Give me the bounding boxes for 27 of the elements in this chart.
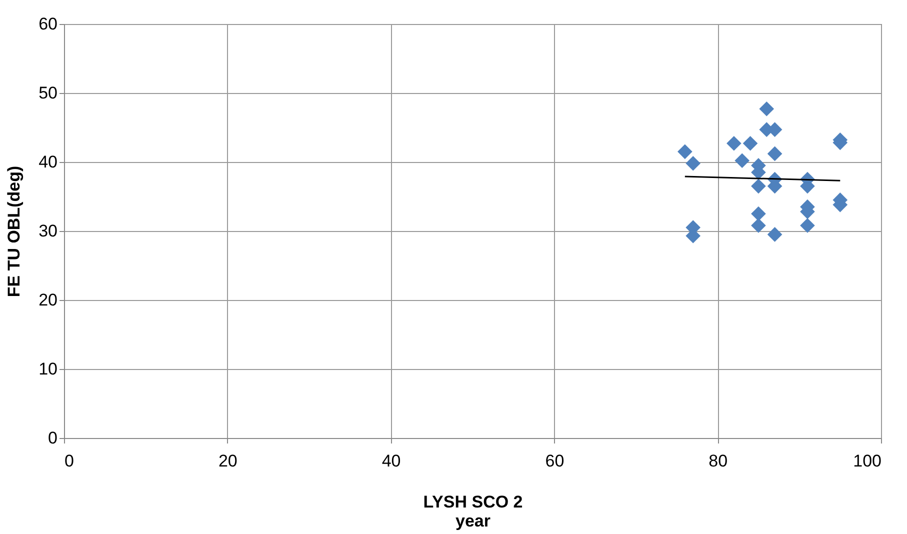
x-tick-label: 80 xyxy=(708,452,728,470)
x-tick-label: 60 xyxy=(545,452,564,470)
point xyxy=(751,218,766,233)
y-axis-title: FE TU OBL(deg) xyxy=(4,166,24,298)
point xyxy=(726,136,742,151)
point xyxy=(678,144,692,160)
y-tick-label: 20 xyxy=(38,290,58,310)
x-tick-label: 20 xyxy=(218,452,238,470)
point xyxy=(751,206,766,222)
x-tick-label: 100 xyxy=(853,452,882,470)
point xyxy=(686,156,701,171)
point xyxy=(742,136,758,151)
y-tick-label: 30 xyxy=(38,222,58,240)
x-tick-label: 40 xyxy=(382,452,401,470)
y-tick-label: 10 xyxy=(38,360,58,378)
point xyxy=(759,101,774,116)
y-tick-label: 50 xyxy=(38,84,58,102)
y-tick-label: 60 xyxy=(38,14,58,34)
x-tick-label: 0 xyxy=(64,452,74,470)
point xyxy=(767,227,782,242)
y-tick-label: 0 xyxy=(48,428,58,448)
point xyxy=(767,146,782,162)
point xyxy=(734,153,750,168)
x-axis-title: LYSH SCO 2 year xyxy=(423,492,523,530)
point xyxy=(800,218,815,233)
y-tick-label: 40 xyxy=(38,152,58,172)
point xyxy=(751,178,766,194)
